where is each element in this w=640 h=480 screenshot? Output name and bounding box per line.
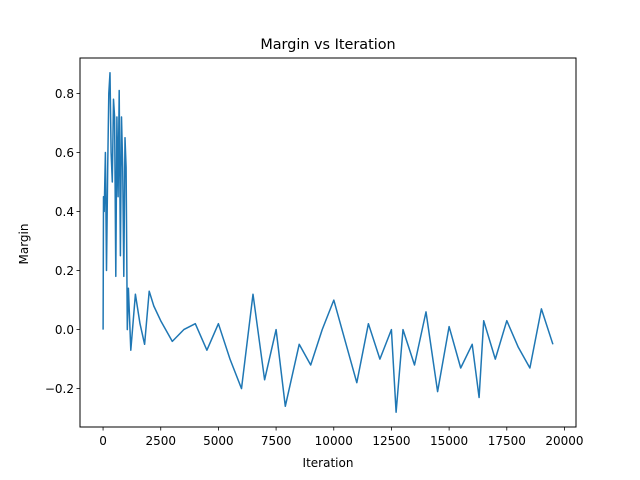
x-tick-label: 5000 (203, 434, 234, 448)
y-axis-ticks: −0.2 0.0 0.2 0.4 0.6 0.8 (45, 87, 80, 396)
x-tick-label: 17500 (488, 434, 526, 448)
x-axis-label: Iteration (303, 456, 354, 470)
y-tick-label: 0.4 (55, 205, 74, 219)
x-tick-label: 0 (99, 434, 107, 448)
y-tick-label: 0.6 (55, 146, 74, 160)
y-tick-label: 0.0 (55, 323, 74, 337)
x-tick-label: 12500 (372, 434, 410, 448)
y-tick-label: 0.2 (55, 264, 74, 278)
x-tick-label: 10000 (315, 434, 353, 448)
chart-title: Margin vs Iteration (260, 37, 395, 53)
x-axis-ticks: 0 2500 5000 7500 10000 12500 15000 17500 20000 (99, 427, 584, 448)
y-axis-label: Margin (17, 224, 31, 265)
y-tick-label: −0.2 (45, 382, 74, 396)
margin-series-line (102, 72, 554, 413)
plot-area (102, 72, 554, 413)
x-tick-label: 15000 (430, 434, 468, 448)
axes-frame (79, 57, 577, 428)
x-tick-label: 20000 (545, 434, 583, 448)
x-tick-label: 7500 (261, 434, 292, 448)
y-tick-label: 0.8 (55, 87, 74, 101)
x-tick-label: 2500 (145, 434, 176, 448)
